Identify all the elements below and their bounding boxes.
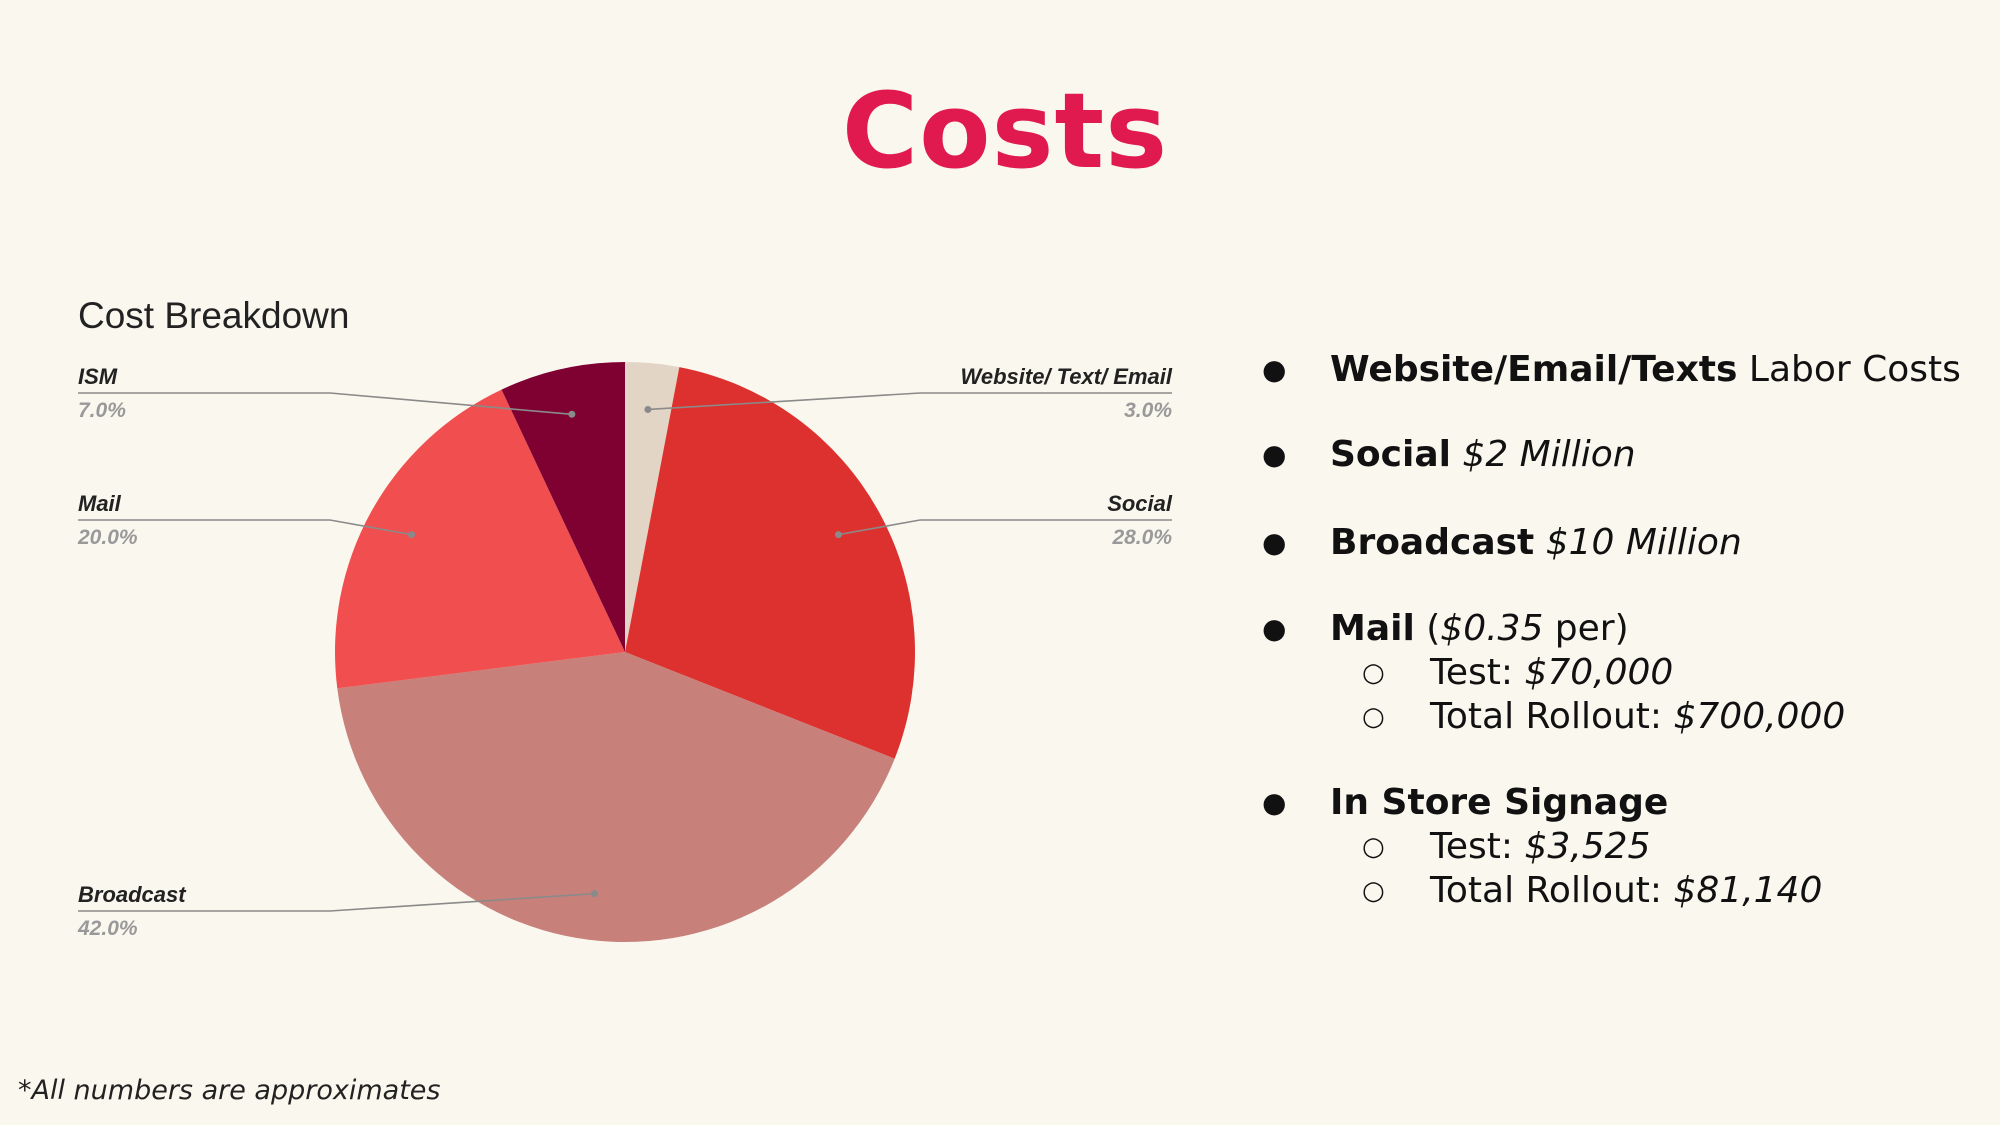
bullet-in-store-signage: ● In Store Signage [1262, 781, 1992, 825]
slice-labels: Website/ Text/ Email 3.0% Social 28.0% Broad… [77, 364, 1173, 940]
sub-label: Total Rollout: [1430, 870, 1674, 911]
pie-chart: Cost Breakdown Website/ Text/ Email 3.0% S… [77, 295, 1173, 943]
sub-bullet-mail-test: ○ Test: $70,000 [1262, 651, 1992, 695]
sub-bullet-circle: ○ [1362, 702, 1385, 732]
slice-label-name: Social [1107, 491, 1173, 516]
leader-lines [78, 392, 1172, 912]
sub-bullet-signage-rollout: ○ Total Rollout: $81,140 [1262, 869, 1992, 913]
slice-label-percent: 7.0% [78, 399, 126, 422]
sub-value: $70,000 [1524, 652, 1674, 693]
bullet-dot: ● [1262, 353, 1287, 386]
leader-dot [834, 531, 842, 539]
pie-slice-broadcast [337, 652, 895, 943]
bullet-mail-text-a: ( [1414, 608, 1441, 649]
sub-bullet-circle: ○ [1362, 876, 1385, 906]
leader-dot [568, 410, 576, 418]
bullet-dot: ● [1262, 438, 1287, 471]
pie-slice-ism [501, 362, 625, 652]
bullet-website-bold: Website/Email/Texts [1330, 349, 1738, 390]
chart-title: Cost Breakdown [78, 295, 349, 336]
footnote: *All numbers are approximates [18, 1075, 441, 1106]
sub-value: $81,140 [1673, 870, 1823, 911]
sub-value: $700,000 [1673, 696, 1846, 737]
bullet-website: ● Website/Email/Texts Labor Costs [1262, 348, 1992, 392]
bullet-mail-bold: Mail [1330, 608, 1415, 649]
slice-label-name: Mail [78, 491, 122, 516]
leader-line [78, 892, 595, 912]
sub-label: Test: [1430, 826, 1525, 867]
pie-slice-social [625, 367, 915, 759]
bullet-dot: ● [1262, 786, 1287, 819]
bullet-website-text: Labor Costs [1737, 349, 1961, 390]
bullet-dot: ● [1262, 612, 1287, 645]
slice-label-percent: 28.0% [1111, 526, 1172, 549]
sub-bullet-signage-test: ○ Test: $3,525 [1262, 825, 1992, 869]
sub-label: Total Rollout: [1430, 696, 1674, 737]
leader-line [78, 392, 572, 416]
sub-bullet-mail-rollout: ○ Total Rollout: $700,000 [1262, 695, 1992, 739]
bullet-social: ● Social $2 Million [1262, 433, 1992, 477]
sub-bullet-circle: ○ [1362, 832, 1385, 862]
leader-dot [590, 890, 598, 898]
slide-title: Costs [841, 70, 1169, 192]
bullet-signage-bold: In Store Signage [1330, 782, 1669, 823]
bullet-broadcast: ● Broadcast $10 Million [1262, 521, 1992, 565]
sub-value: $3,525 [1524, 826, 1651, 867]
leader-line [78, 519, 412, 536]
pie-slices [335, 362, 915, 943]
slice-label-name: Broadcast [78, 882, 187, 907]
pie-slice-website-text-email [625, 362, 680, 652]
bullet-mail-text-italic: $0.35 [1440, 608, 1544, 649]
slice-label-percent: 3.0% [1124, 399, 1172, 422]
bullet-mail: ● Mail ($0.35 per) [1262, 607, 1992, 651]
pie-slice-mail [335, 389, 625, 689]
leader-line [647, 392, 1172, 411]
bullet-dot: ● [1262, 526, 1287, 559]
bullet-social-text: $2 Million [1450, 434, 1636, 475]
slice-label-name: ISM [78, 364, 118, 389]
leader-dot [408, 531, 416, 539]
leader-dot [644, 405, 652, 413]
slice-label-percent: 20.0% [77, 526, 138, 549]
bullet-mail-text-b: per) [1543, 608, 1629, 649]
cost-bullet-list: ● Website/Email/Texts Labor Costs ● Social… [1262, 348, 1992, 913]
sub-label: Test: [1430, 652, 1525, 693]
bullet-social-bold: Social [1330, 434, 1451, 475]
bullet-broadcast-bold: Broadcast [1330, 522, 1535, 563]
sub-bullet-circle: ○ [1362, 658, 1385, 688]
leader-line [838, 519, 1172, 536]
slice-label-percent: 42.0% [77, 917, 138, 940]
slice-label-name: Website/ Text/ Email [960, 364, 1172, 389]
bullet-broadcast-text: $10 Million [1534, 522, 1742, 563]
